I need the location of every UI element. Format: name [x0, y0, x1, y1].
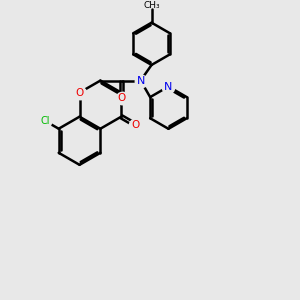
Text: N: N — [164, 82, 172, 92]
Text: O: O — [131, 120, 139, 130]
Text: CH₃: CH₃ — [143, 1, 160, 10]
Text: Cl: Cl — [41, 116, 50, 126]
Text: N: N — [136, 76, 145, 85]
Text: O: O — [117, 93, 126, 103]
Text: O: O — [75, 88, 84, 98]
